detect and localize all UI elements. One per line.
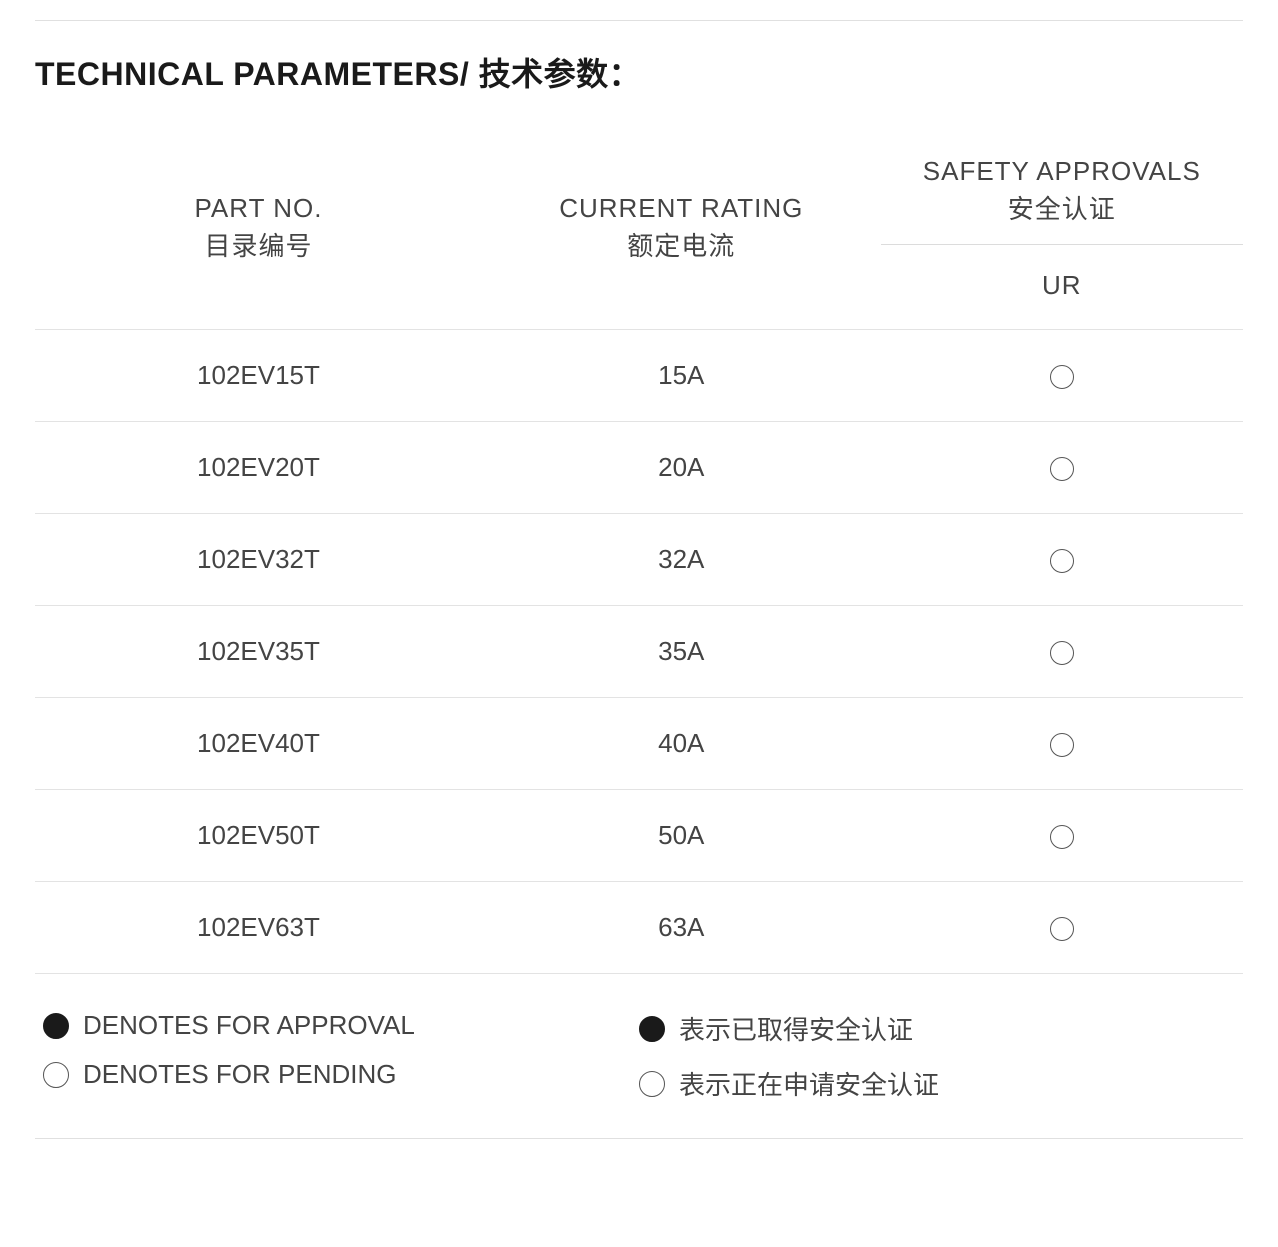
cell-part-no: 102EV15T [35, 330, 482, 422]
cell-part-no: 102EV63T [35, 882, 482, 974]
legend-approved-en: DENOTES FOR APPROVAL [43, 1010, 639, 1041]
cell-part-no: 102EV50T [35, 790, 482, 882]
cell-approval [881, 514, 1243, 606]
technical-parameters-section: TECHNICAL PARAMETERS/ 技术参数： PART NO. 目录编… [35, 20, 1243, 1139]
cell-approval [881, 698, 1243, 790]
col-header-current-zh: 额定电流 [627, 231, 735, 261]
col-header-part-no: PART NO. 目录编号 [35, 135, 482, 330]
empty-circle-icon [43, 1062, 69, 1088]
table-row: 102EV35T35A [35, 606, 1243, 698]
col-subheader-ur: UR [881, 245, 1243, 330]
legend-col-en: DENOTES FOR APPROVAL DENOTES FOR PENDING [43, 1010, 639, 1102]
empty-circle-icon [639, 1071, 665, 1097]
parameters-tbody: 102EV15T15A102EV20T20A102EV32T32A102EV35… [35, 330, 1243, 974]
filled-circle-icon [639, 1016, 665, 1042]
cell-current-rating: 63A [482, 882, 881, 974]
col-header-part-no-en: PART NO. [195, 193, 323, 223]
parameters-table: PART NO. 目录编号 CURRENT RATING 额定电流 SAFETY… [35, 135, 1243, 974]
empty-circle-icon [1050, 641, 1074, 665]
col-header-approvals-zh: 安全认证 [1008, 194, 1116, 224]
table-row: 102EV20T20A [35, 422, 1243, 514]
cell-part-no: 102EV40T [35, 698, 482, 790]
empty-circle-icon [1050, 457, 1074, 481]
table-row: 102EV50T50A [35, 790, 1243, 882]
cell-approval [881, 882, 1243, 974]
legend-col-zh: 表示已取得安全认证 表示正在申请安全认证 [639, 1010, 1235, 1102]
cell-current-rating: 50A [482, 790, 881, 882]
cell-approval [881, 422, 1243, 514]
table-row: 102EV32T32A [35, 514, 1243, 606]
cell-approval [881, 330, 1243, 422]
legend-pending-zh: 表示正在申请安全认证 [639, 1065, 1235, 1102]
cell-current-rating: 40A [482, 698, 881, 790]
col-header-approvals-en: SAFETY APPROVALS [923, 156, 1201, 186]
filled-circle-icon [43, 1013, 69, 1039]
legend-pending-en: DENOTES FOR PENDING [43, 1059, 639, 1090]
legend-approved-zh-text: 表示已取得安全认证 [679, 1010, 913, 1047]
cell-current-rating: 20A [482, 422, 881, 514]
cell-current-rating: 35A [482, 606, 881, 698]
legend-pending-en-text: DENOTES FOR PENDING [83, 1059, 396, 1090]
top-divider [35, 20, 1243, 21]
legend: DENOTES FOR APPROVAL DENOTES FOR PENDING… [35, 1010, 1243, 1139]
empty-circle-icon [1050, 549, 1074, 573]
cell-part-no: 102EV32T [35, 514, 482, 606]
table-row: 102EV15T15A [35, 330, 1243, 422]
cell-approval [881, 790, 1243, 882]
cell-current-rating: 32A [482, 514, 881, 606]
col-header-current: CURRENT RATING 额定电流 [482, 135, 881, 330]
empty-circle-icon [1050, 365, 1074, 389]
cell-current-rating: 15A [482, 330, 881, 422]
empty-circle-icon [1050, 825, 1074, 849]
col-header-approvals: SAFETY APPROVALS 安全认证 [881, 135, 1243, 245]
col-header-current-en: CURRENT RATING [559, 193, 803, 223]
section-title: TECHNICAL PARAMETERS/ 技术参数： [35, 49, 1243, 95]
legend-approved-en-text: DENOTES FOR APPROVAL [83, 1010, 415, 1041]
cell-part-no: 102EV20T [35, 422, 482, 514]
empty-circle-icon [1050, 917, 1074, 941]
legend-pending-zh-text: 表示正在申请安全认证 [679, 1065, 939, 1102]
cell-part-no: 102EV35T [35, 606, 482, 698]
col-header-part-no-zh: 目录编号 [204, 231, 312, 261]
empty-circle-icon [1050, 733, 1074, 757]
legend-approved-zh: 表示已取得安全认证 [639, 1010, 1235, 1047]
cell-approval [881, 606, 1243, 698]
table-row: 102EV63T63A [35, 882, 1243, 974]
table-row: 102EV40T40A [35, 698, 1243, 790]
